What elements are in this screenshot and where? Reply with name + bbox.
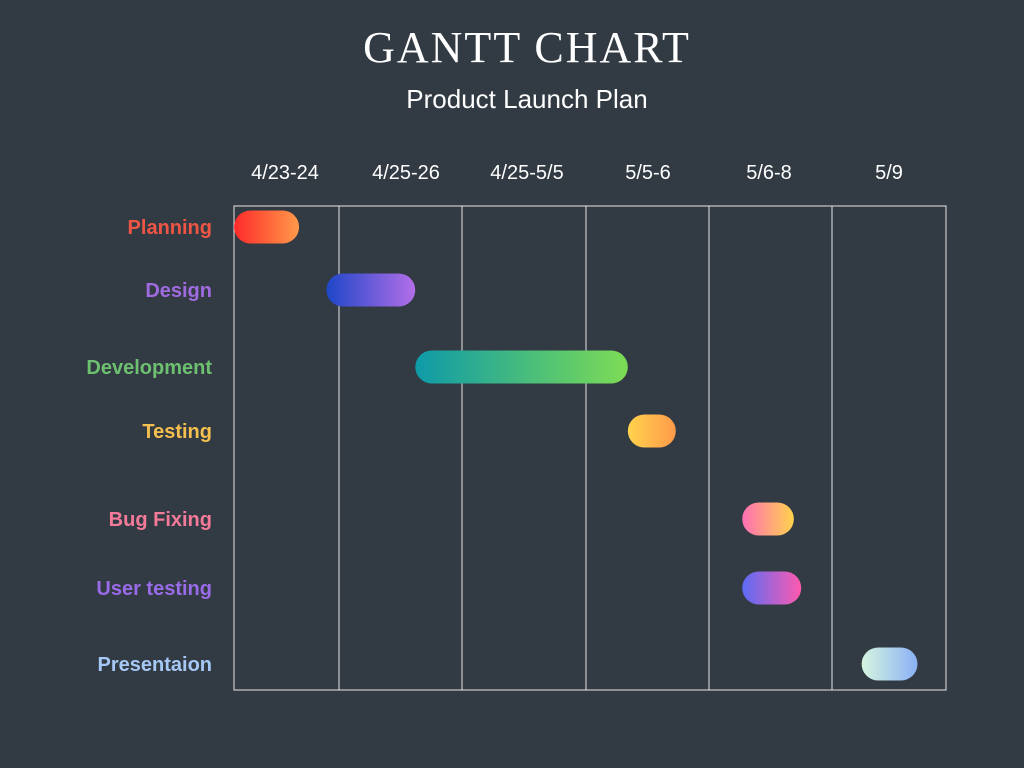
chart-grid: [233, 205, 947, 691]
column-label: 5/5-6: [625, 162, 671, 184]
task-labels: Planning Design Development Testing Bug Fixi…: [86, 217, 212, 676]
column-label: 4/25-5/5: [490, 162, 563, 184]
task-bar: [861, 647, 918, 681]
task-label: User testing: [96, 578, 212, 600]
task-bar: [742, 502, 794, 536]
task-label: Testing: [142, 421, 212, 443]
chart-title: GANTT CHART: [363, 23, 691, 72]
task-bars: [234, 210, 918, 681]
column-label: 4/23-24: [251, 162, 319, 184]
task-bar: [326, 273, 416, 307]
column-label: 4/25-26: [372, 162, 440, 184]
task-bar: [234, 210, 300, 244]
task-label: Planning: [128, 217, 212, 239]
task-label: Bug Fixing: [109, 509, 212, 531]
task-bar: [627, 414, 676, 448]
task-label: Design: [145, 280, 212, 302]
task-bar: [415, 350, 628, 384]
chart-subtitle: Product Launch Plan: [406, 84, 648, 114]
column-labels: 4/23-24 4/25-26 4/25-5/5 5/5-6 5/6-8 5/9: [251, 162, 903, 184]
task-bar: [742, 571, 802, 605]
column-label: 5/9: [875, 162, 903, 184]
column-label: 5/6-8: [746, 162, 792, 184]
grid-frame: [233, 205, 947, 691]
task-label: Development: [86, 357, 212, 379]
task-label: Presentaion: [98, 654, 212, 676]
